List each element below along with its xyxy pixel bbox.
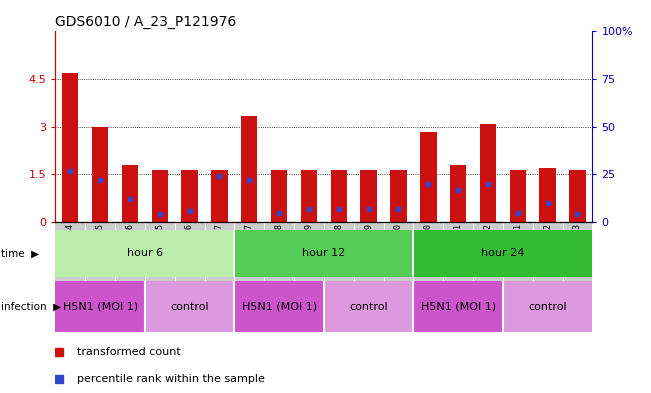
Bar (503, 222, 533, 308)
Bar (204, 222, 234, 308)
Text: transformed count: transformed count (77, 347, 180, 357)
Text: control: control (171, 301, 209, 312)
Bar (540, 168, 556, 222)
Bar (562, 222, 592, 308)
Bar (361, 170, 377, 222)
Bar (324, 222, 353, 308)
Bar (413, 222, 443, 308)
Text: H5N1 (MOI 1): H5N1 (MOI 1) (421, 301, 495, 312)
Bar (115, 222, 145, 308)
Bar (145, 281, 234, 332)
Bar (390, 170, 407, 222)
Bar (301, 170, 317, 222)
Text: hour 12: hour 12 (302, 248, 346, 259)
Text: control: control (529, 301, 567, 312)
Bar (85, 222, 115, 308)
Text: GDS6010 / A_23_P121976: GDS6010 / A_23_P121976 (55, 15, 236, 29)
Bar (55, 281, 145, 332)
Bar (473, 222, 503, 308)
Bar (264, 222, 294, 308)
Bar (450, 165, 466, 222)
Bar (533, 222, 562, 308)
Bar (234, 281, 324, 332)
Bar (324, 281, 413, 332)
Bar (92, 127, 108, 222)
Text: control: control (350, 301, 388, 312)
Bar (353, 222, 383, 308)
Bar (55, 222, 85, 308)
Text: hour 6: hour 6 (127, 248, 163, 259)
Bar (122, 165, 138, 222)
Bar (480, 124, 496, 222)
Text: H5N1 (MOI 1): H5N1 (MOI 1) (242, 301, 316, 312)
Bar (241, 116, 258, 222)
Bar (383, 222, 413, 308)
Bar (234, 222, 264, 308)
Bar (569, 170, 586, 222)
Bar (182, 170, 198, 222)
Text: H5N1 (MOI 1): H5N1 (MOI 1) (62, 301, 137, 312)
Bar (55, 230, 234, 277)
Bar (510, 170, 526, 222)
Bar (145, 222, 174, 308)
Bar (152, 170, 168, 222)
Bar (413, 281, 503, 332)
Text: hour 24: hour 24 (481, 248, 525, 259)
Bar (174, 222, 204, 308)
Bar (271, 170, 287, 222)
Bar (211, 170, 228, 222)
Bar (294, 222, 324, 308)
Bar (413, 230, 592, 277)
Text: infection  ▶: infection ▶ (1, 301, 61, 312)
Bar (443, 222, 473, 308)
Bar (234, 230, 413, 277)
Text: time  ▶: time ▶ (1, 248, 39, 259)
Bar (503, 281, 592, 332)
Bar (331, 170, 347, 222)
Bar (420, 132, 437, 222)
Text: percentile rank within the sample: percentile rank within the sample (77, 374, 265, 384)
Bar (62, 73, 79, 222)
